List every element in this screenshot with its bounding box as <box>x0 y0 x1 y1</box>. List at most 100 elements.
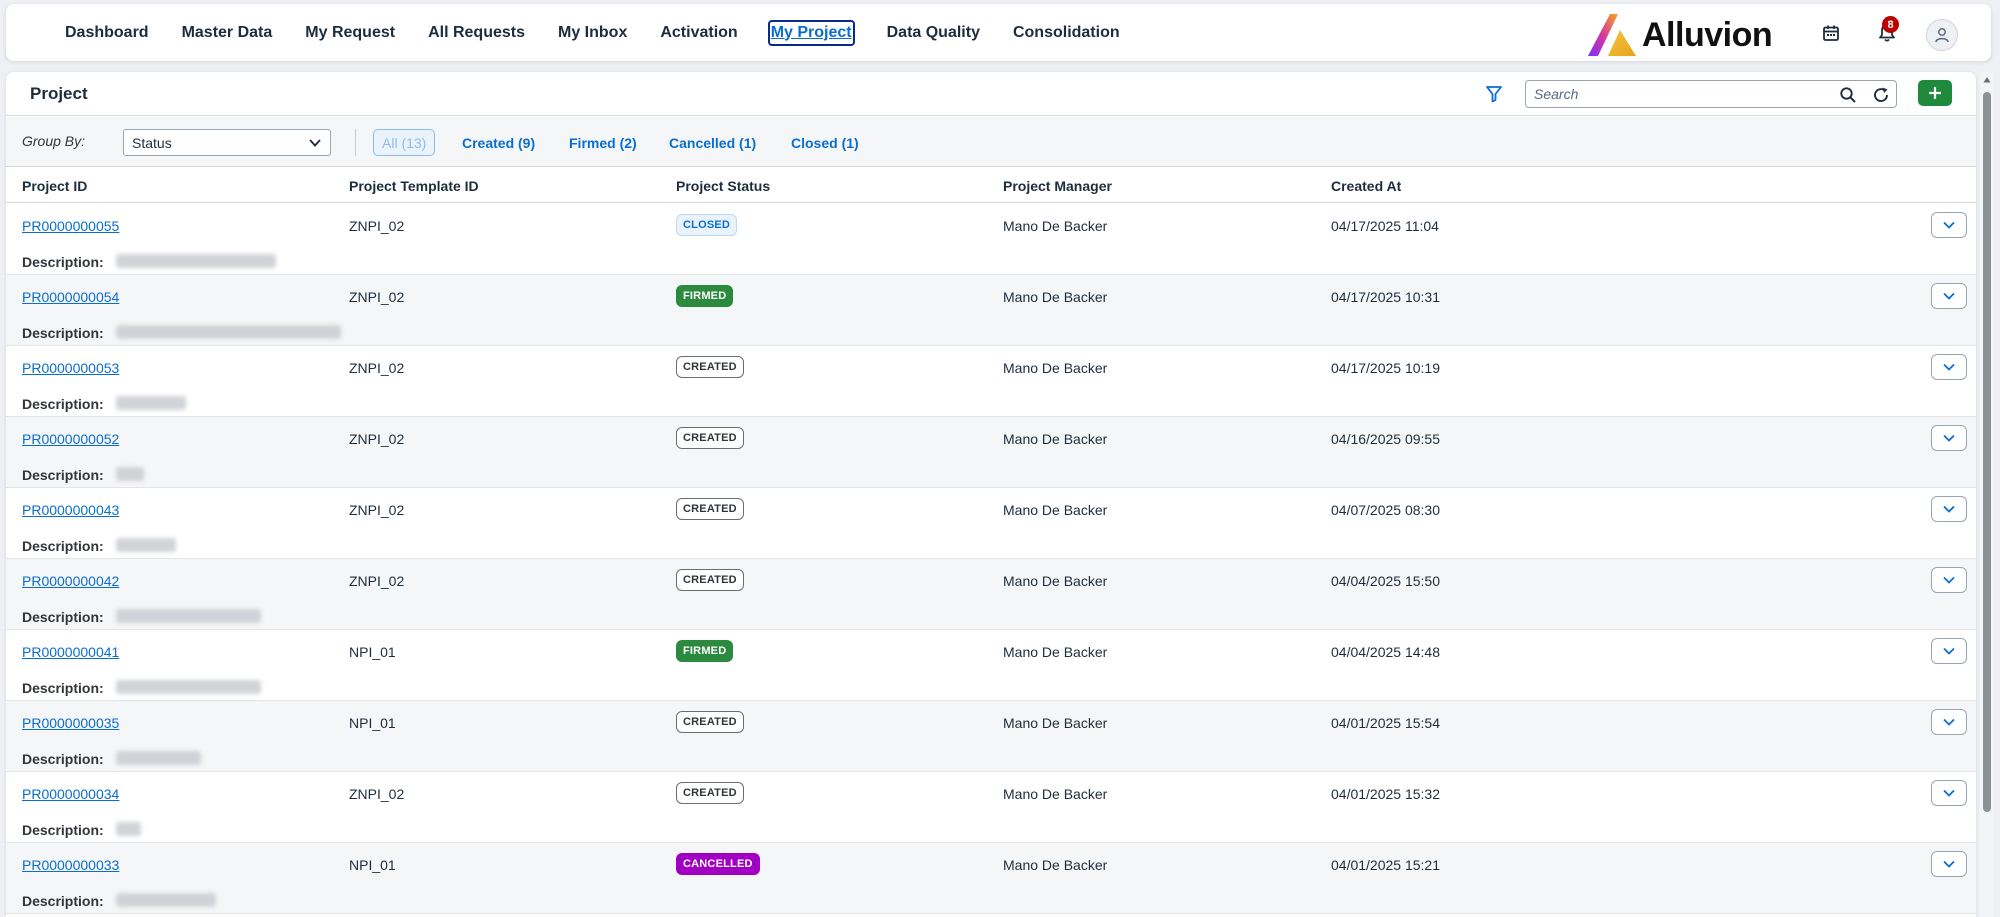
table-row[interactable]: PR0000000034 ZNPI_02 CREATED Mano De Backer… <box>6 772 1976 843</box>
status-filter-cancelled[interactable]: Cancelled (1) <box>669 134 757 151</box>
project-id-link[interactable]: PR0000000041 <box>22 644 120 660</box>
description-label: Description: <box>22 893 104 909</box>
project-id-link[interactable]: PR0000000033 <box>22 857 120 873</box>
row-expand-button[interactable] <box>1931 638 1967 664</box>
table-row[interactable]: PR0000000033 NPI_01 CANCELLED Mano De Backe… <box>6 843 1976 914</box>
description-redacted <box>116 751 201 765</box>
table-row[interactable]: PR0000000035 NPI_01 CREATED Mano De Backer 0… <box>6 701 1976 772</box>
description-label: Description: <box>22 609 104 625</box>
row-expand-button[interactable] <box>1931 283 1967 309</box>
nav-item-data-quality[interactable]: Data Quality <box>886 23 980 41</box>
status-filter-all[interactable]: All (13) <box>373 129 436 156</box>
group-by-select[interactable]: Status <box>123 129 331 156</box>
nav-item-all-requests[interactable]: All Requests <box>428 23 525 41</box>
project-manager: Mano De Backer <box>1003 857 1108 873</box>
project-id-link[interactable]: PR0000000043 <box>22 502 120 518</box>
row-expand-button[interactable] <box>1931 851 1967 877</box>
table-row[interactable]: PR0000000043 ZNPI_02 CREATED Mano De Backer… <box>6 488 1976 559</box>
description-redacted <box>116 822 141 836</box>
project-id-link[interactable]: PR0000000055 <box>22 218 120 234</box>
nav-item-my-inbox[interactable]: My Inbox <box>558 23 628 41</box>
status-badge: CREATED <box>676 711 744 733</box>
description-redacted <box>116 680 261 694</box>
scroll-up-arrow-icon[interactable] <box>1983 76 1991 84</box>
nav-item-my-request[interactable]: My Request <box>305 23 396 41</box>
nav-item-dashboard[interactable]: Dashboard <box>65 23 149 41</box>
row-expand-button[interactable] <box>1931 709 1967 735</box>
status-badge: FIRMED <box>676 285 734 307</box>
column-header-project-id[interactable]: Project ID <box>22 178 88 194</box>
column-header-manager[interactable]: Project Manager <box>1003 178 1112 194</box>
status-filter-closed[interactable]: Closed (1) <box>791 134 859 151</box>
row-expand-button[interactable] <box>1931 567 1967 593</box>
description-label: Description: <box>22 751 104 767</box>
nav-item-my-project[interactable]: My Project <box>767 19 855 46</box>
vertical-scrollbar[interactable] <box>1980 72 1994 917</box>
project-id-link[interactable]: PR0000000052 <box>22 431 120 447</box>
nav-item-activation[interactable]: Activation <box>660 23 738 41</box>
table-row[interactable]: PR0000000042 ZNPI_02 CREATED Mano De Backer… <box>6 559 1976 630</box>
chevron-down-icon <box>1943 363 1955 371</box>
project-manager: Mano De Backer <box>1003 431 1108 447</box>
chevron-down-icon <box>309 139 321 147</box>
row-expand-button[interactable] <box>1931 212 1967 238</box>
table-row[interactable]: PR0000000052 ZNPI_02 CREATED Mano De Backer… <box>6 417 1976 488</box>
table-row[interactable]: PR0000000055 ZNPI_02 CLOSED Mano De Backer 0… <box>6 204 1976 275</box>
project-id-link[interactable]: PR0000000054 <box>22 289 120 305</box>
group-by-value: Status <box>132 135 172 151</box>
status-filter-created[interactable]: Created (9) <box>462 134 536 151</box>
template-id: ZNPI_02 <box>349 786 405 802</box>
description-label: Description: <box>22 467 104 483</box>
column-header-created-at[interactable]: Created At <box>1331 178 1402 194</box>
logo-mark-icon <box>1588 14 1636 56</box>
project-manager: Mano De Backer <box>1003 715 1108 731</box>
project-panel: Project <box>6 72 1976 917</box>
column-header-status[interactable]: Project Status <box>676 178 771 194</box>
description-label: Description: <box>22 680 104 696</box>
scrollbar-thumb[interactable] <box>1983 92 1991 812</box>
description-redacted <box>116 325 341 339</box>
filter-icon[interactable] <box>1484 84 1506 106</box>
refresh-icon[interactable] <box>1872 86 1890 104</box>
table-row[interactable]: PR0000000053 ZNPI_02 CREATED Mano De Backer… <box>6 346 1976 417</box>
status-badge: FIRMED <box>676 640 734 662</box>
row-expand-button[interactable] <box>1931 780 1967 806</box>
nav-item-master-data[interactable]: Master Data <box>181 23 273 41</box>
status-badge: CREATED <box>676 427 744 449</box>
panel-header: Project <box>6 72 1976 116</box>
created-at: 04/04/2025 15:50 <box>1331 573 1440 589</box>
project-id-link[interactable]: PR0000000042 <box>22 573 120 589</box>
status-badge: CREATED <box>676 356 744 378</box>
column-header-template-id[interactable]: Project Template ID <box>349 178 479 194</box>
nav-item-consolidation[interactable]: Consolidation <box>1012 23 1120 41</box>
row-expand-button[interactable] <box>1931 496 1967 522</box>
description-label: Description: <box>22 538 104 554</box>
row-expand-button[interactable] <box>1931 425 1967 451</box>
status-filter-firmed[interactable]: Firmed (2) <box>569 134 637 151</box>
user-avatar[interactable] <box>1926 19 1958 51</box>
table-row[interactable]: PR0000000041 NPI_01 FIRMED Mano De Backer 04… <box>6 630 1976 701</box>
calendar-icon[interactable] <box>1818 20 1844 46</box>
description-redacted <box>116 609 261 623</box>
add-project-button[interactable] <box>1918 80 1952 106</box>
page-title: Project <box>30 84 88 103</box>
chevron-down-icon <box>1943 292 1955 300</box>
search-input[interactable] <box>1534 84 1814 104</box>
description-label: Description: <box>22 254 104 270</box>
template-id: ZNPI_02 <box>349 289 405 305</box>
status-badge: CREATED <box>676 782 744 804</box>
alluvion-logo[interactable]: Alluvion <box>1586 12 1773 58</box>
chevron-down-icon <box>1943 860 1955 868</box>
table-row[interactable]: PR0000000054 ZNPI_02 FIRMED Mano De Backer 0… <box>6 275 1976 346</box>
row-expand-button[interactable] <box>1931 354 1967 380</box>
status-badge: CLOSED <box>676 214 738 236</box>
project-manager: Mano De Backer <box>1003 218 1108 234</box>
search-icon[interactable] <box>1839 86 1857 104</box>
description-redacted <box>116 893 216 907</box>
project-id-link[interactable]: PR0000000034 <box>22 786 120 802</box>
toolbar-divider <box>355 129 356 156</box>
project-id-link[interactable]: PR0000000035 <box>22 715 120 731</box>
project-id-link[interactable]: PR0000000053 <box>22 360 120 376</box>
created-at: 04/01/2025 15:21 <box>1331 857 1440 873</box>
status-badge: CREATED <box>676 498 744 520</box>
